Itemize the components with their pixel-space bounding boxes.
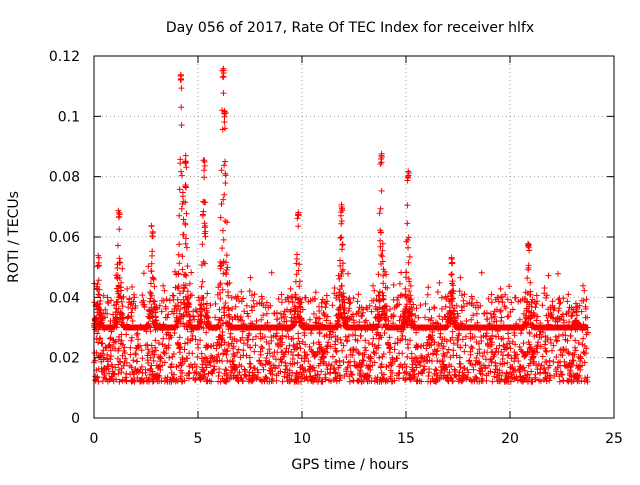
x-tick-label: 25	[605, 431, 623, 447]
x-axis-label: GPS time / hours	[291, 457, 408, 473]
axis-ticks: 0 5 10 15 20 25 0 0.02 0.04 0.06 0.08 0.1 0.12	[49, 49, 623, 447]
y-tick-label: 0	[71, 411, 80, 427]
x-tick-label: 20	[501, 431, 519, 447]
y-tick-label: 0.12	[49, 49, 80, 65]
x-tick-label: 10	[293, 431, 311, 447]
data-points	[90, 65, 591, 385]
y-tick-label: 0.04	[49, 290, 80, 306]
y-tick-label: 0.02	[49, 351, 80, 367]
x-tick-label: 5	[194, 431, 203, 447]
y-tick-label: 0.08	[49, 170, 80, 186]
x-tick-label: 15	[397, 431, 415, 447]
y-tick-label: 0.1	[58, 109, 80, 125]
y-tick-label: 0.06	[49, 230, 80, 246]
roti-scatter-points	[90, 65, 591, 385]
x-tick-label: 0	[90, 431, 99, 447]
y-axis-label: ROTI / TECUs	[6, 191, 22, 283]
chart-title: Day 056 of 2017, Rate Of TEC Index for r…	[166, 20, 534, 36]
